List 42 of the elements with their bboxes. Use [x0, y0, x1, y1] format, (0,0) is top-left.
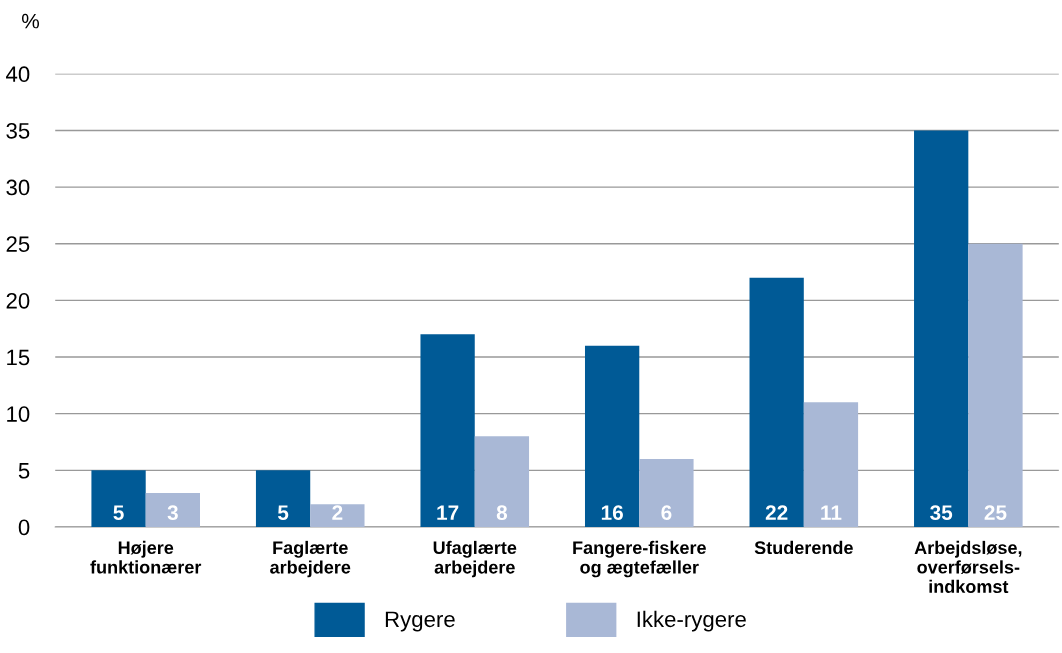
bar [310, 504, 365, 527]
y-tick-label: 30 [6, 179, 30, 196]
bar [474, 436, 530, 527]
y-axis-title: % [21, 13, 40, 29]
data-label: 3 [167, 505, 178, 521]
x-tick-label: Faglærte arbejdere [270, 540, 351, 578]
bar [639, 458, 694, 527]
bar [255, 470, 311, 527]
y-tick-label: 15 [7, 349, 30, 366]
y-tick-label: 25 [6, 236, 30, 252]
y-tick-label: 20 [6, 292, 30, 309]
bar [803, 402, 859, 527]
bar [749, 277, 804, 527]
x-tick-label: Fangere-fiskere og ægtefæller [573, 540, 706, 578]
bar [91, 470, 146, 527]
data-label: 11 [821, 505, 842, 520]
x-tick-label: Arbejdsløse, overførsels- indkomst [914, 540, 1022, 594]
bar [420, 334, 475, 527]
data-label: 8 [496, 505, 508, 521]
data-label: 22 [765, 505, 788, 520]
bar [914, 130, 969, 527]
x-tick-label: Ufaglærte arbejdere [433, 540, 517, 578]
legend-label: Ikke-rygere [637, 610, 746, 632]
y-tick-label: 40 [6, 66, 30, 83]
bar [145, 492, 200, 527]
bar [584, 345, 640, 527]
data-label: 17 [437, 505, 459, 520]
data-label: 5 [277, 505, 289, 521]
legend-label: Rygere [385, 611, 455, 632]
data-label: 6 [661, 505, 672, 521]
bar [968, 243, 1023, 527]
data-label: 35 [930, 505, 953, 521]
x-tick-label: Studerende [754, 540, 853, 555]
x-tick-label: Højere funktionærer [90, 540, 202, 574]
data-label: 25 [984, 505, 1007, 521]
y-tick-label: 0 [18, 519, 30, 536]
y-tick-label: 35 [6, 122, 30, 139]
y-tick-label: 10 [7, 406, 30, 422]
data-label: 16 [601, 505, 623, 521]
data-label: 5 [113, 505, 124, 521]
y-tick-label: 5 [18, 463, 30, 479]
data-label: 2 [332, 505, 343, 520]
